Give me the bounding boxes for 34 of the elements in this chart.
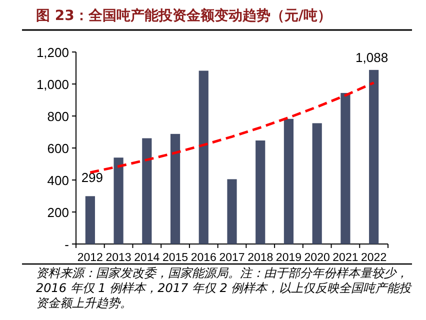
- y-tick-label: 600: [47, 141, 69, 156]
- bar: [142, 138, 152, 244]
- line-series: [88, 81, 376, 174]
- bar: [256, 140, 266, 244]
- x-tick-label: 2017: [219, 252, 245, 264]
- x-tick-label: 2015: [162, 252, 188, 264]
- y-tick-label: 1,000: [36, 77, 69, 92]
- text: 资料来源：国家发改委，国家能源局。注：由于部分年份样本量较少，2016 年仅 1 例样本，2017 年仅 2 例样本，以上仅反映全国吨产能投资金额上升趋势。: [36, 266, 413, 311]
- y-tick-label: 1,200: [36, 45, 69, 60]
- bar: [369, 70, 379, 244]
- bar: [227, 179, 237, 244]
- chart-title: 图 23：全国吨产能投资金额变动趋势（元/吨）: [36, 7, 332, 24]
- y-tick-label: -: [64, 237, 69, 252]
- bar: [198, 70, 208, 244]
- bar: [85, 196, 95, 244]
- bar: [114, 158, 124, 244]
- y-tick-label: 800: [47, 109, 69, 124]
- x-tick-label: 2020: [304, 252, 330, 264]
- y-tick-label: 200: [47, 205, 69, 220]
- x-tick-label: 2019: [276, 252, 302, 264]
- x-tick-label: 2013: [106, 252, 132, 264]
- x-tick-label: 2021: [332, 252, 358, 264]
- bar: [170, 134, 180, 244]
- x-tick-label: 2012: [77, 252, 103, 264]
- data-label: 1,088: [356, 50, 388, 65]
- bar: [340, 92, 350, 244]
- y-tick-label: 400: [47, 173, 69, 188]
- x-tick-label: 2014: [134, 252, 160, 264]
- bar: [284, 118, 294, 244]
- bar: [312, 123, 322, 244]
- x-tick-label: 2018: [248, 252, 274, 264]
- data-label: 299: [81, 170, 104, 186]
- x-tick-label: 2016: [190, 252, 216, 264]
- x-tick-label: 2022: [361, 252, 387, 264]
